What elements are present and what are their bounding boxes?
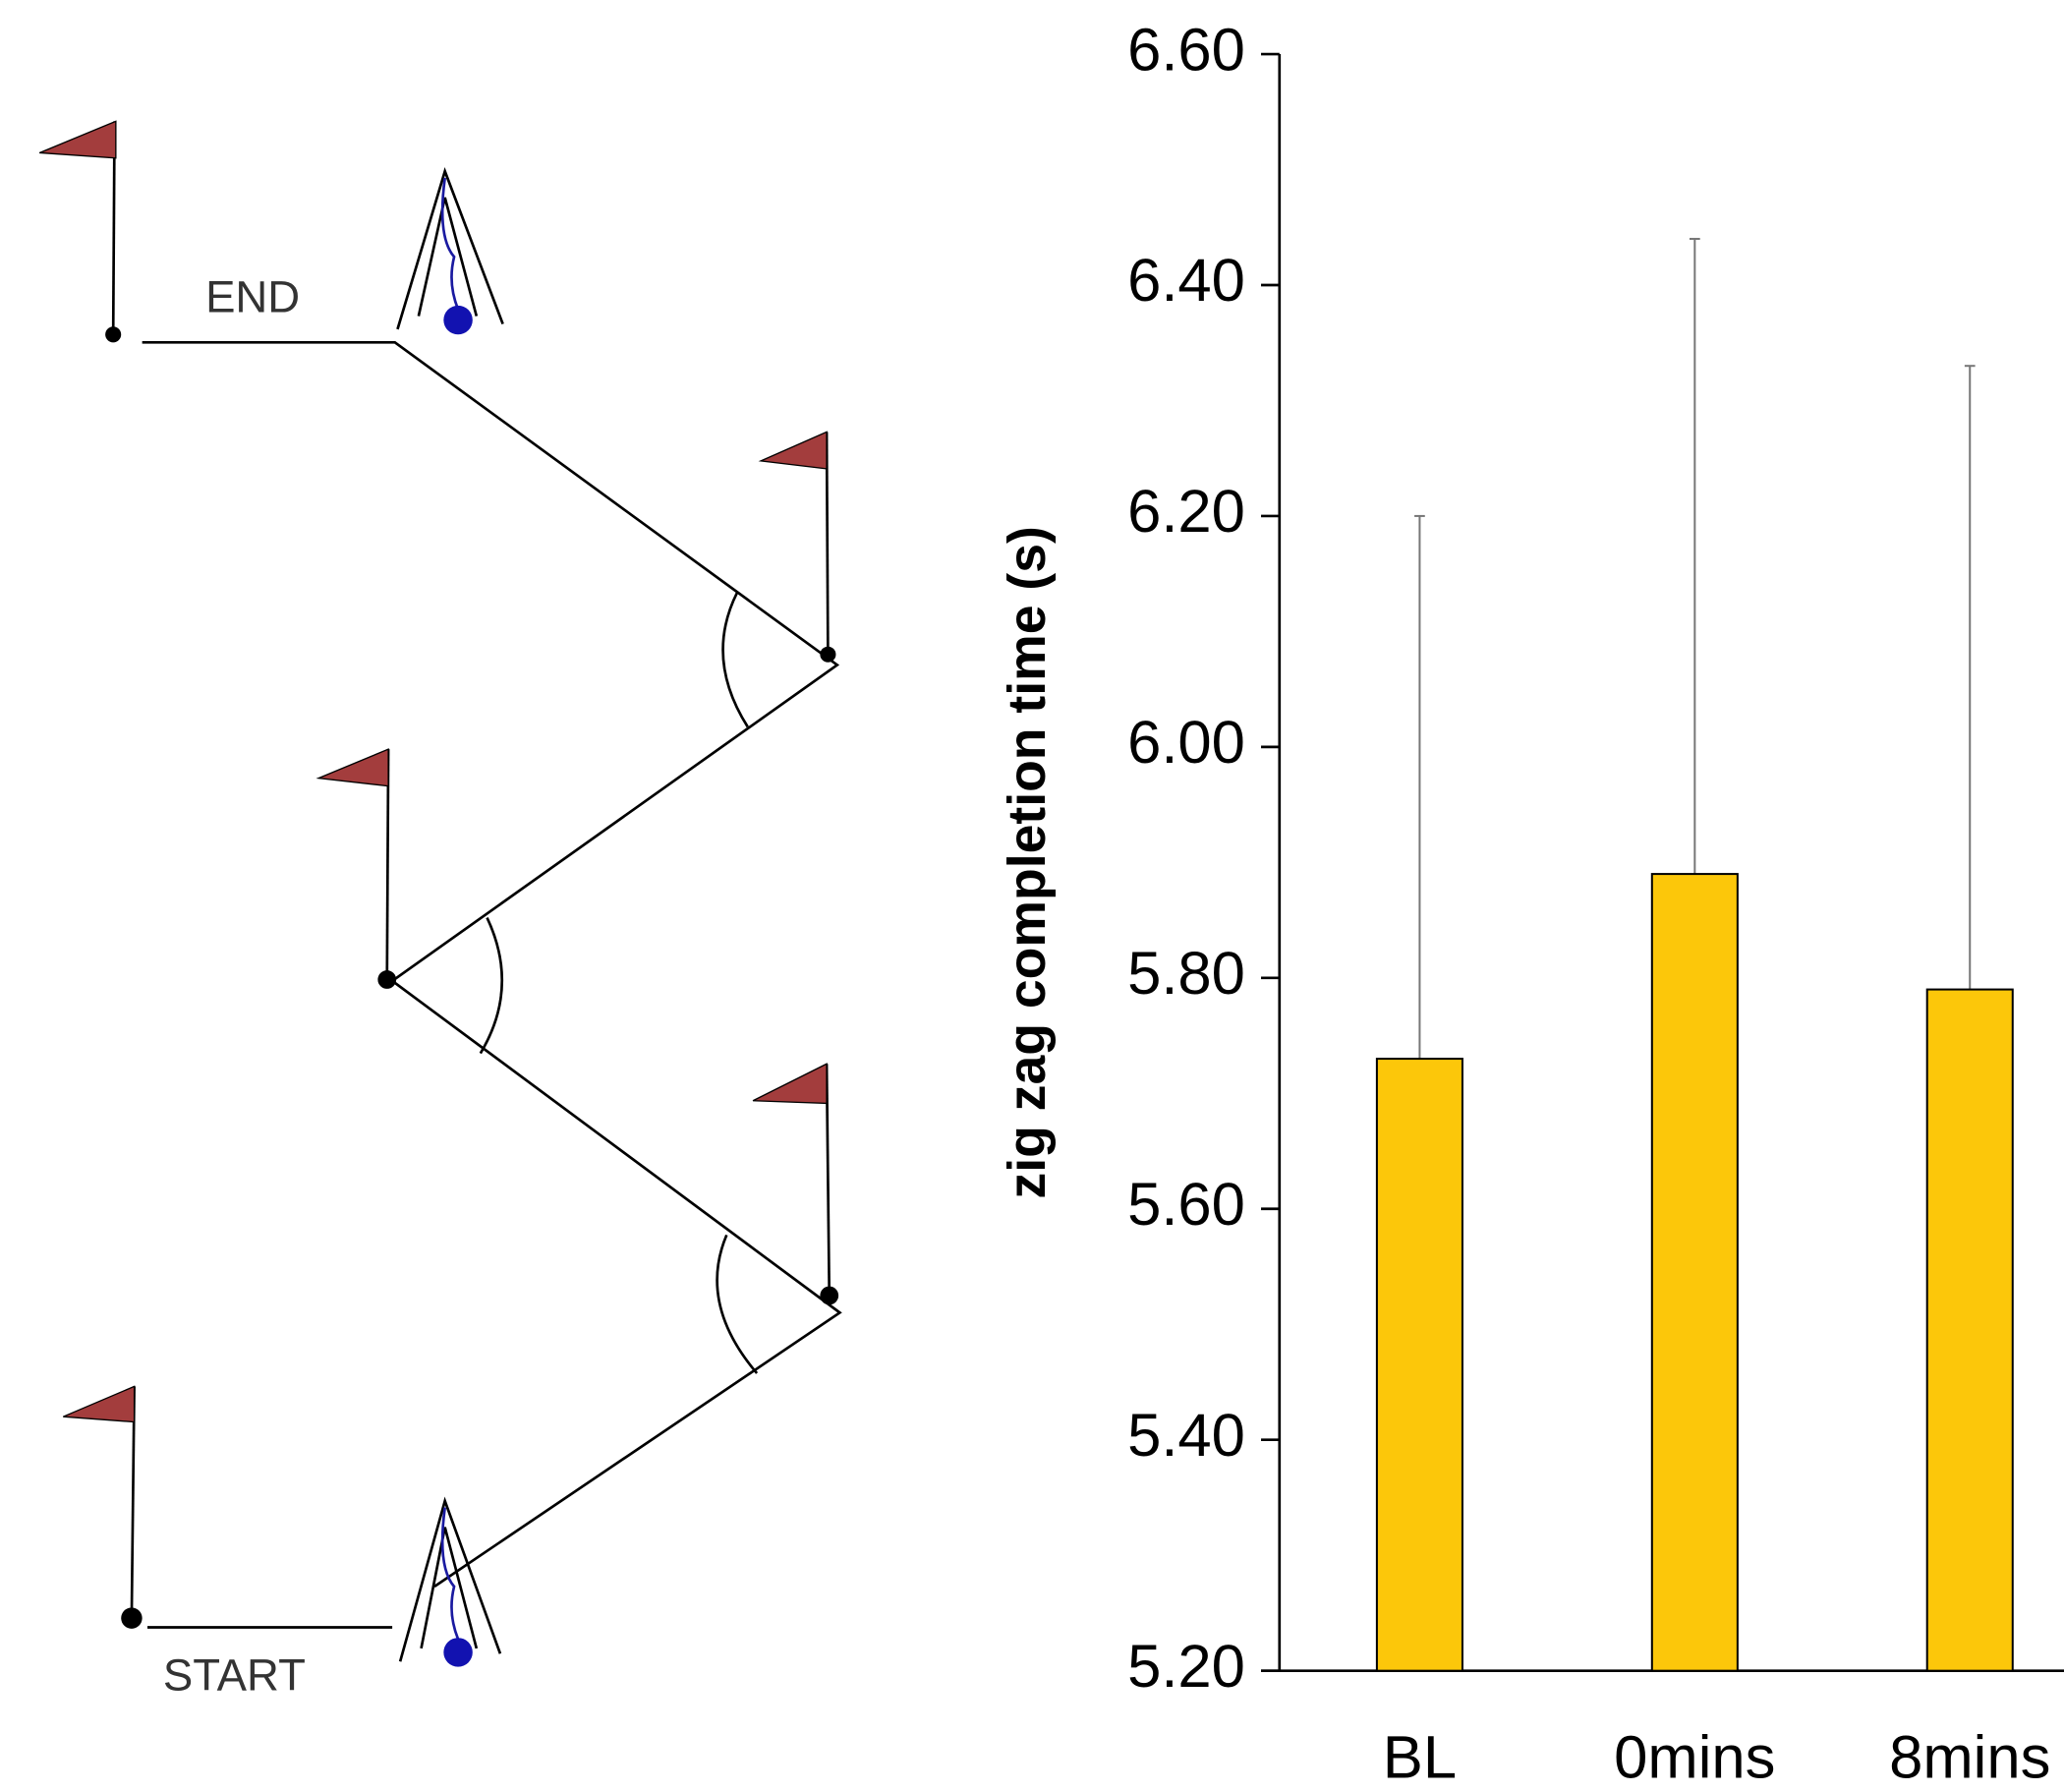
- bar: [1927, 990, 2013, 1671]
- y-tick-label: 5.80: [1127, 940, 1245, 1008]
- y-tick-label: 6.20: [1127, 478, 1245, 546]
- angle-arc: [717, 1235, 757, 1373]
- y-tick-label: 5.20: [1127, 1633, 1245, 1701]
- x-tick-label: BL: [1383, 1723, 1457, 1791]
- page: {"diagram": {"end_label": "END", "start_…: [0, 0, 2064, 1792]
- y-axis-label: zig zag completion time (s): [999, 526, 1057, 1198]
- start-label: START: [163, 1650, 306, 1701]
- route: [143, 342, 840, 1587]
- figure: END START zig zag completion time (s) 5.…: [0, 0, 2064, 1792]
- flag: [39, 121, 121, 342]
- bar: [1652, 874, 1738, 1671]
- y-tick-label: 6.40: [1127, 247, 1245, 315]
- y-tick-label: 6.00: [1127, 709, 1245, 777]
- bar: [1377, 1059, 1462, 1671]
- flag: [761, 432, 835, 662]
- end-label: END: [205, 272, 300, 322]
- y-tick-label: 5.40: [1127, 1402, 1245, 1470]
- flag: [318, 749, 396, 989]
- x-tick-label: 0mins: [1614, 1723, 1775, 1791]
- flag: [63, 1386, 142, 1628]
- angle-arc: [723, 593, 748, 727]
- y-tick-label: 5.60: [1127, 1171, 1245, 1239]
- cone: [400, 1501, 500, 1667]
- cone: [397, 171, 502, 334]
- zigzag-diagram: END START: [39, 121, 839, 1700]
- flag: [753, 1064, 838, 1304]
- angle-arc: [481, 918, 502, 1054]
- x-tick-label: 8mins: [1889, 1723, 2050, 1791]
- y-tick-label: 6.60: [1127, 16, 1245, 84]
